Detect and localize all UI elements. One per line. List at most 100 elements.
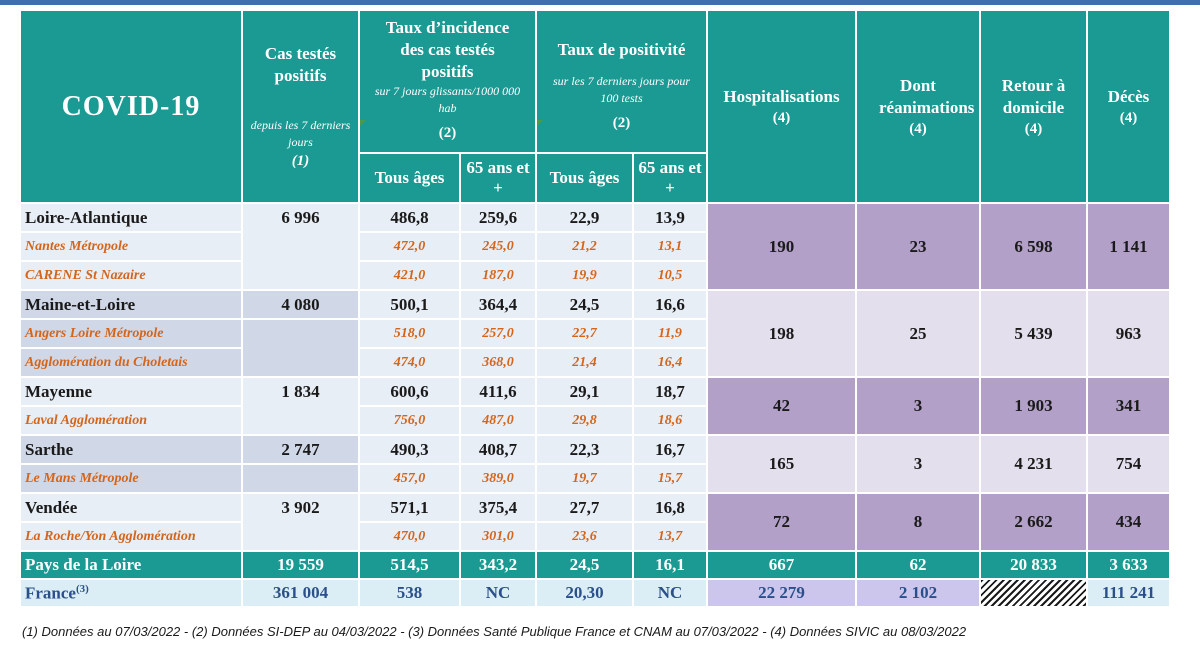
cell-inc-65: 411,6 [459,376,537,407]
cell-inc-65: 187,0 [459,260,537,291]
department-name: Vendée [19,492,243,523]
cell-rea: 23 [855,202,981,291]
cell-inc-all: 490,3 [358,434,461,465]
cell-inc-all: 500,1 [358,289,461,320]
cell-pos-65: 13,1 [632,231,708,262]
agglo-name: Le Mans Métropole [19,463,243,494]
header-retour-note: (4) [1024,120,1043,137]
cell-inc-65: 343,2 [459,550,537,580]
cell-cas: 4 080 [241,289,360,320]
comment-marker-icon [360,120,366,126]
table-row: Sarthe 2 747 490,3 408,7 22,3 16,7 165 3… [19,434,1171,494]
cell-pos-all: 21,4 [535,347,634,378]
cell-inc-all: 571,1 [358,492,461,523]
covid-table: COVID-19 Cas testés positifs depuis les … [19,9,1171,608]
cell-inc-all: 470,0 [358,521,461,552]
region-row: Pays de la Loire 19 559 514,5 343,2 24,5… [19,550,1171,580]
header-positivite: Taux de positivité sur les 7 derniers jo… [535,9,708,154]
cell-inc-65: 245,0 [459,231,537,262]
cell-hosp: 198 [706,289,857,378]
cell-pos-65: 13,7 [632,521,708,552]
cell-inc-all: 600,6 [358,376,461,407]
table-row: Mayenne 1 834 600,6 411,6 29,1 18,7 42 3… [19,376,1171,436]
agglo-name: Nantes Métropole [19,231,243,262]
cell-deces: 111 241 [1086,578,1171,608]
cell-cas: 1 834 [241,376,360,436]
comment-marker-icon [537,120,543,126]
header-incidence-note: (2) [438,125,457,141]
cell-inc-65: 259,6 [459,202,537,233]
header-positivite-title: Taux de positivité [557,40,686,59]
cell-pos-65: 16,6 [632,289,708,320]
cell-pos-65: 16,1 [632,550,708,580]
cell-inc-all: 474,0 [358,347,461,378]
header-positivite-sub: sur les 7 derniers jours pour 100 tests [552,74,690,105]
cell-hosp: 165 [706,434,857,494]
header-incidence-tous-ages: Tous âges [358,152,461,204]
cell-cas-empty [241,318,360,378]
table-title: COVID-19 [19,9,243,204]
cell-cas: 361 004 [241,578,360,608]
cell-pos-all: 22,9 [535,202,634,233]
cell-deces: 341 [1086,376,1171,436]
agglo-name: Angers Loire Métropole [19,318,243,349]
header-incidence: Taux d’incidence des cas testés positifs… [358,9,537,154]
cell-deces: 963 [1086,289,1171,378]
header-retour: Retour à domicile (4) [979,9,1088,204]
cell-inc-all: 538 [358,578,461,608]
cell-pos-65: NC [632,578,708,608]
france-label: France(3) [19,578,243,608]
agglo-name: Laval Agglomération [19,405,243,436]
cell-deces: 754 [1086,434,1171,494]
header-cas-note: (1) [291,152,310,169]
header-cas: Cas testés positifs depuis les 7 dernier… [241,9,360,204]
cell-rea: 3 [855,376,981,436]
cell-pos-65: 16,4 [632,347,708,378]
table-row: Vendée 3 902 571,1 375,4 27,7 16,8 72 8 … [19,492,1171,552]
header-cas-title: Cas testés positifs [264,43,337,85]
cell-pos-65: 11,9 [632,318,708,349]
header-rea-title: Dont réanimations [879,75,975,117]
cell-inc-65: NC [459,578,537,608]
cell-pos-all: 19,9 [535,260,634,291]
cell-pos-all: 24,5 [535,289,634,320]
cell-cas: 3 902 [241,492,360,552]
table-row: Laval Agglomération 756,0 487,0 29,8 18,… [19,405,1170,436]
cell-inc-all: 486,8 [358,202,461,233]
cell-hosp: 22 279 [706,578,857,608]
cell-pos-all: 21,2 [535,231,634,262]
cell-retour: 1 903 [979,376,1088,436]
table-row: Angers Loire Métropole 518,0 257,0 22,7 … [19,318,1170,378]
department-name: Loire-Atlantique [19,202,243,233]
cell-inc-65: 368,0 [459,347,537,378]
cell-inc-65: 301,0 [459,521,537,552]
header-positivite-tous-ages: Tous âges [535,152,634,204]
cell-rea: 3 [855,434,981,494]
cell-cas: 2 747 [241,434,360,465]
cell-retour: 6 598 [979,202,1088,291]
cell-inc-65: 257,0 [459,318,537,349]
cell-pos-all: 23,6 [535,521,634,552]
header-deces: Décès (4) [1086,9,1171,204]
header-hosp-title: Hospitalisations [723,86,840,106]
header-positivite-65: 65 ans et + [632,152,708,204]
table-row: Nantes Métropole 472,0 245,0 21,2 13,1 [19,231,1170,262]
header-cas-sub: depuis les 7 derniers jours [250,117,351,149]
table-row: CARENE St Nazaire 421,0 187,0 19,9 10,5 [19,260,1170,291]
cell-rea: 25 [855,289,981,378]
header-deces-title: Décès [1107,86,1150,106]
cell-hosp: 667 [706,550,857,580]
cell-pos-all: 22,3 [535,434,634,465]
department-name: Sarthe [19,434,243,465]
cell-pos-all: 22,7 [535,318,634,349]
cell-rea: 8 [855,492,981,552]
table-row: La Roche/Yon Agglomération 470,0 301,0 2… [19,521,1170,552]
france-row: France(3) 361 004 538 NC 20,30 NC 22 279… [19,578,1171,608]
cell-pos-65: 16,7 [632,434,708,465]
cell-deces: 1 141 [1086,202,1171,291]
cell-hosp: 190 [706,202,857,291]
cell-inc-all: 472,0 [358,231,461,262]
cell-inc-all: 514,5 [358,550,461,580]
cell-inc-all: 756,0 [358,405,461,436]
region-name: Pays de la Loire [19,550,243,580]
